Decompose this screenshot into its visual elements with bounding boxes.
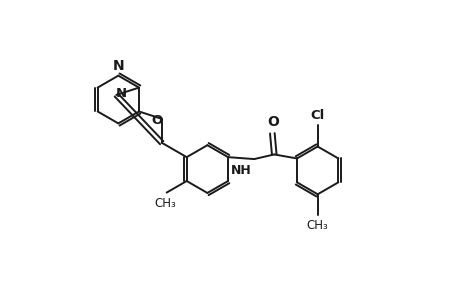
Text: NH: NH [230,164,251,177]
Text: Cl: Cl [310,109,324,122]
Text: CH₃: CH₃ [154,197,176,210]
Text: O: O [151,114,162,127]
Text: O: O [267,116,279,129]
Text: N: N [112,58,124,73]
Text: CH₃: CH₃ [306,219,328,232]
Text: N: N [116,86,127,100]
